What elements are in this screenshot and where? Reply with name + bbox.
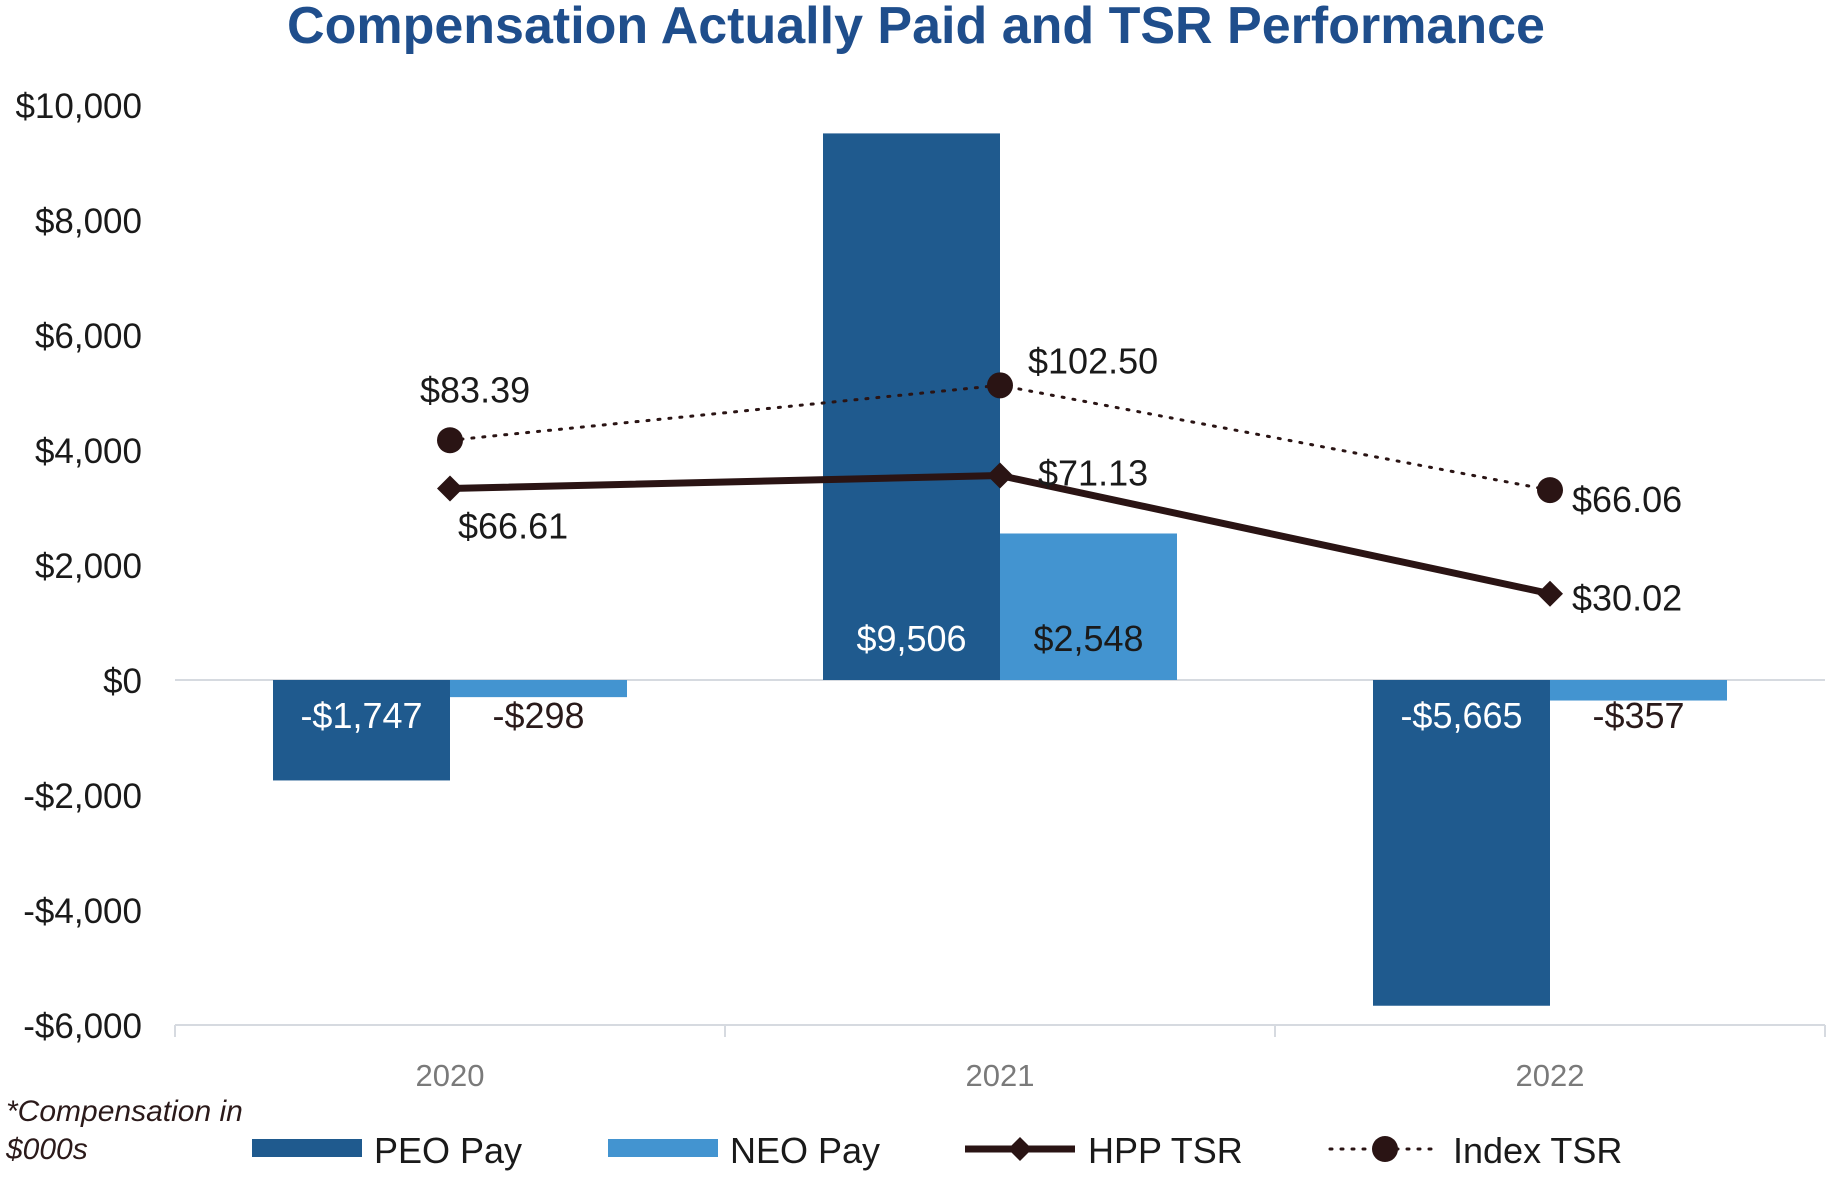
- axis-layer: $10,000 $8,000 $6,000 $4,000 $2,000 $0 -$2,000…: [15, 87, 1826, 1093]
- hpp-tsr-marker: [987, 462, 1013, 489]
- x-tick-label: 2020: [416, 1058, 485, 1093]
- hpp-tsr-data-label: $71.13: [1038, 453, 1148, 494]
- chart-title: Compensation Actually Paid and TSR Perfo…: [287, 0, 1545, 55]
- peo-pay-data-label: $9,506: [856, 618, 966, 659]
- label-layer: -$1,747 -$298 $9,506 $2,548 -$5,665 -$357 $83.…: [300, 340, 1684, 736]
- legend: PEO Pay NEO Pay HPP TSR Index TSR: [252, 1130, 1622, 1171]
- legend-peo-pay-swatch: [252, 1139, 362, 1157]
- hpp-tsr-marker: [437, 475, 463, 502]
- line-layer: [437, 372, 1563, 607]
- hpp-tsr-data-label: $30.02: [1572, 578, 1682, 619]
- index-tsr-data-label: $66.06: [1572, 479, 1682, 520]
- y-tick-label: -$4,000: [23, 892, 142, 931]
- hpp-tsr-data-label: $66.61: [458, 505, 568, 546]
- y-tick-label: $0: [103, 662, 142, 701]
- compensation-footnote: *Compensation in $000s: [6, 1093, 243, 1169]
- neo-pay-data-label: -$357: [1592, 695, 1684, 736]
- legend-hpp-tsr-label: HPP TSR: [1088, 1130, 1243, 1171]
- legend-peo-pay-label: PEO Pay: [374, 1130, 522, 1171]
- y-tick-label: $8,000: [35, 202, 142, 241]
- bar-layer: [273, 133, 1727, 1006]
- legend-neo-pay-swatch: [608, 1139, 718, 1157]
- index-tsr-data-label: $102.50: [1028, 340, 1158, 381]
- neo-pay-bar: [1550, 680, 1727, 701]
- peo-pay-bar: [1373, 680, 1550, 1006]
- neo-pay-data-label: $2,548: [1033, 618, 1143, 659]
- y-tick-label: -$2,000: [23, 777, 142, 816]
- peo-pay-data-label: -$1,747: [300, 695, 422, 736]
- index-tsr-marker: [437, 427, 463, 454]
- y-tick-label: $4,000: [35, 432, 142, 471]
- y-tick-label: $2,000: [35, 547, 142, 586]
- neo-pay-data-label: -$298: [492, 695, 584, 736]
- legend-index-tsr-label: Index TSR: [1453, 1130, 1622, 1171]
- footnote-line-1: *Compensation in: [6, 1095, 243, 1128]
- peo-pay-data-label: -$5,665: [1400, 695, 1522, 736]
- x-tick-label: 2021: [966, 1058, 1035, 1093]
- y-tick-label: $10,000: [15, 87, 142, 126]
- peo-pay-bar: [273, 680, 450, 781]
- index-tsr-marker: [987, 372, 1013, 399]
- hpp-tsr-marker: [1537, 580, 1563, 607]
- neo-pay-bar: [1000, 533, 1177, 680]
- neo-pay-bar: [450, 680, 627, 698]
- footnote-line-2: $000s: [6, 1133, 88, 1166]
- index-tsr-marker: [1537, 477, 1563, 504]
- x-tick-label: 2022: [1516, 1058, 1585, 1093]
- index-tsr-data-label: $83.39: [420, 369, 530, 410]
- peo-pay-bar: [823, 133, 1000, 680]
- legend-neo-pay-label: NEO Pay: [730, 1130, 880, 1171]
- y-tick-label: $6,000: [35, 317, 142, 356]
- legend-index-tsr-marker: [1372, 1136, 1398, 1162]
- y-tick-label: -$6,000: [23, 1007, 142, 1046]
- legend-hpp-tsr-marker: [1008, 1137, 1032, 1161]
